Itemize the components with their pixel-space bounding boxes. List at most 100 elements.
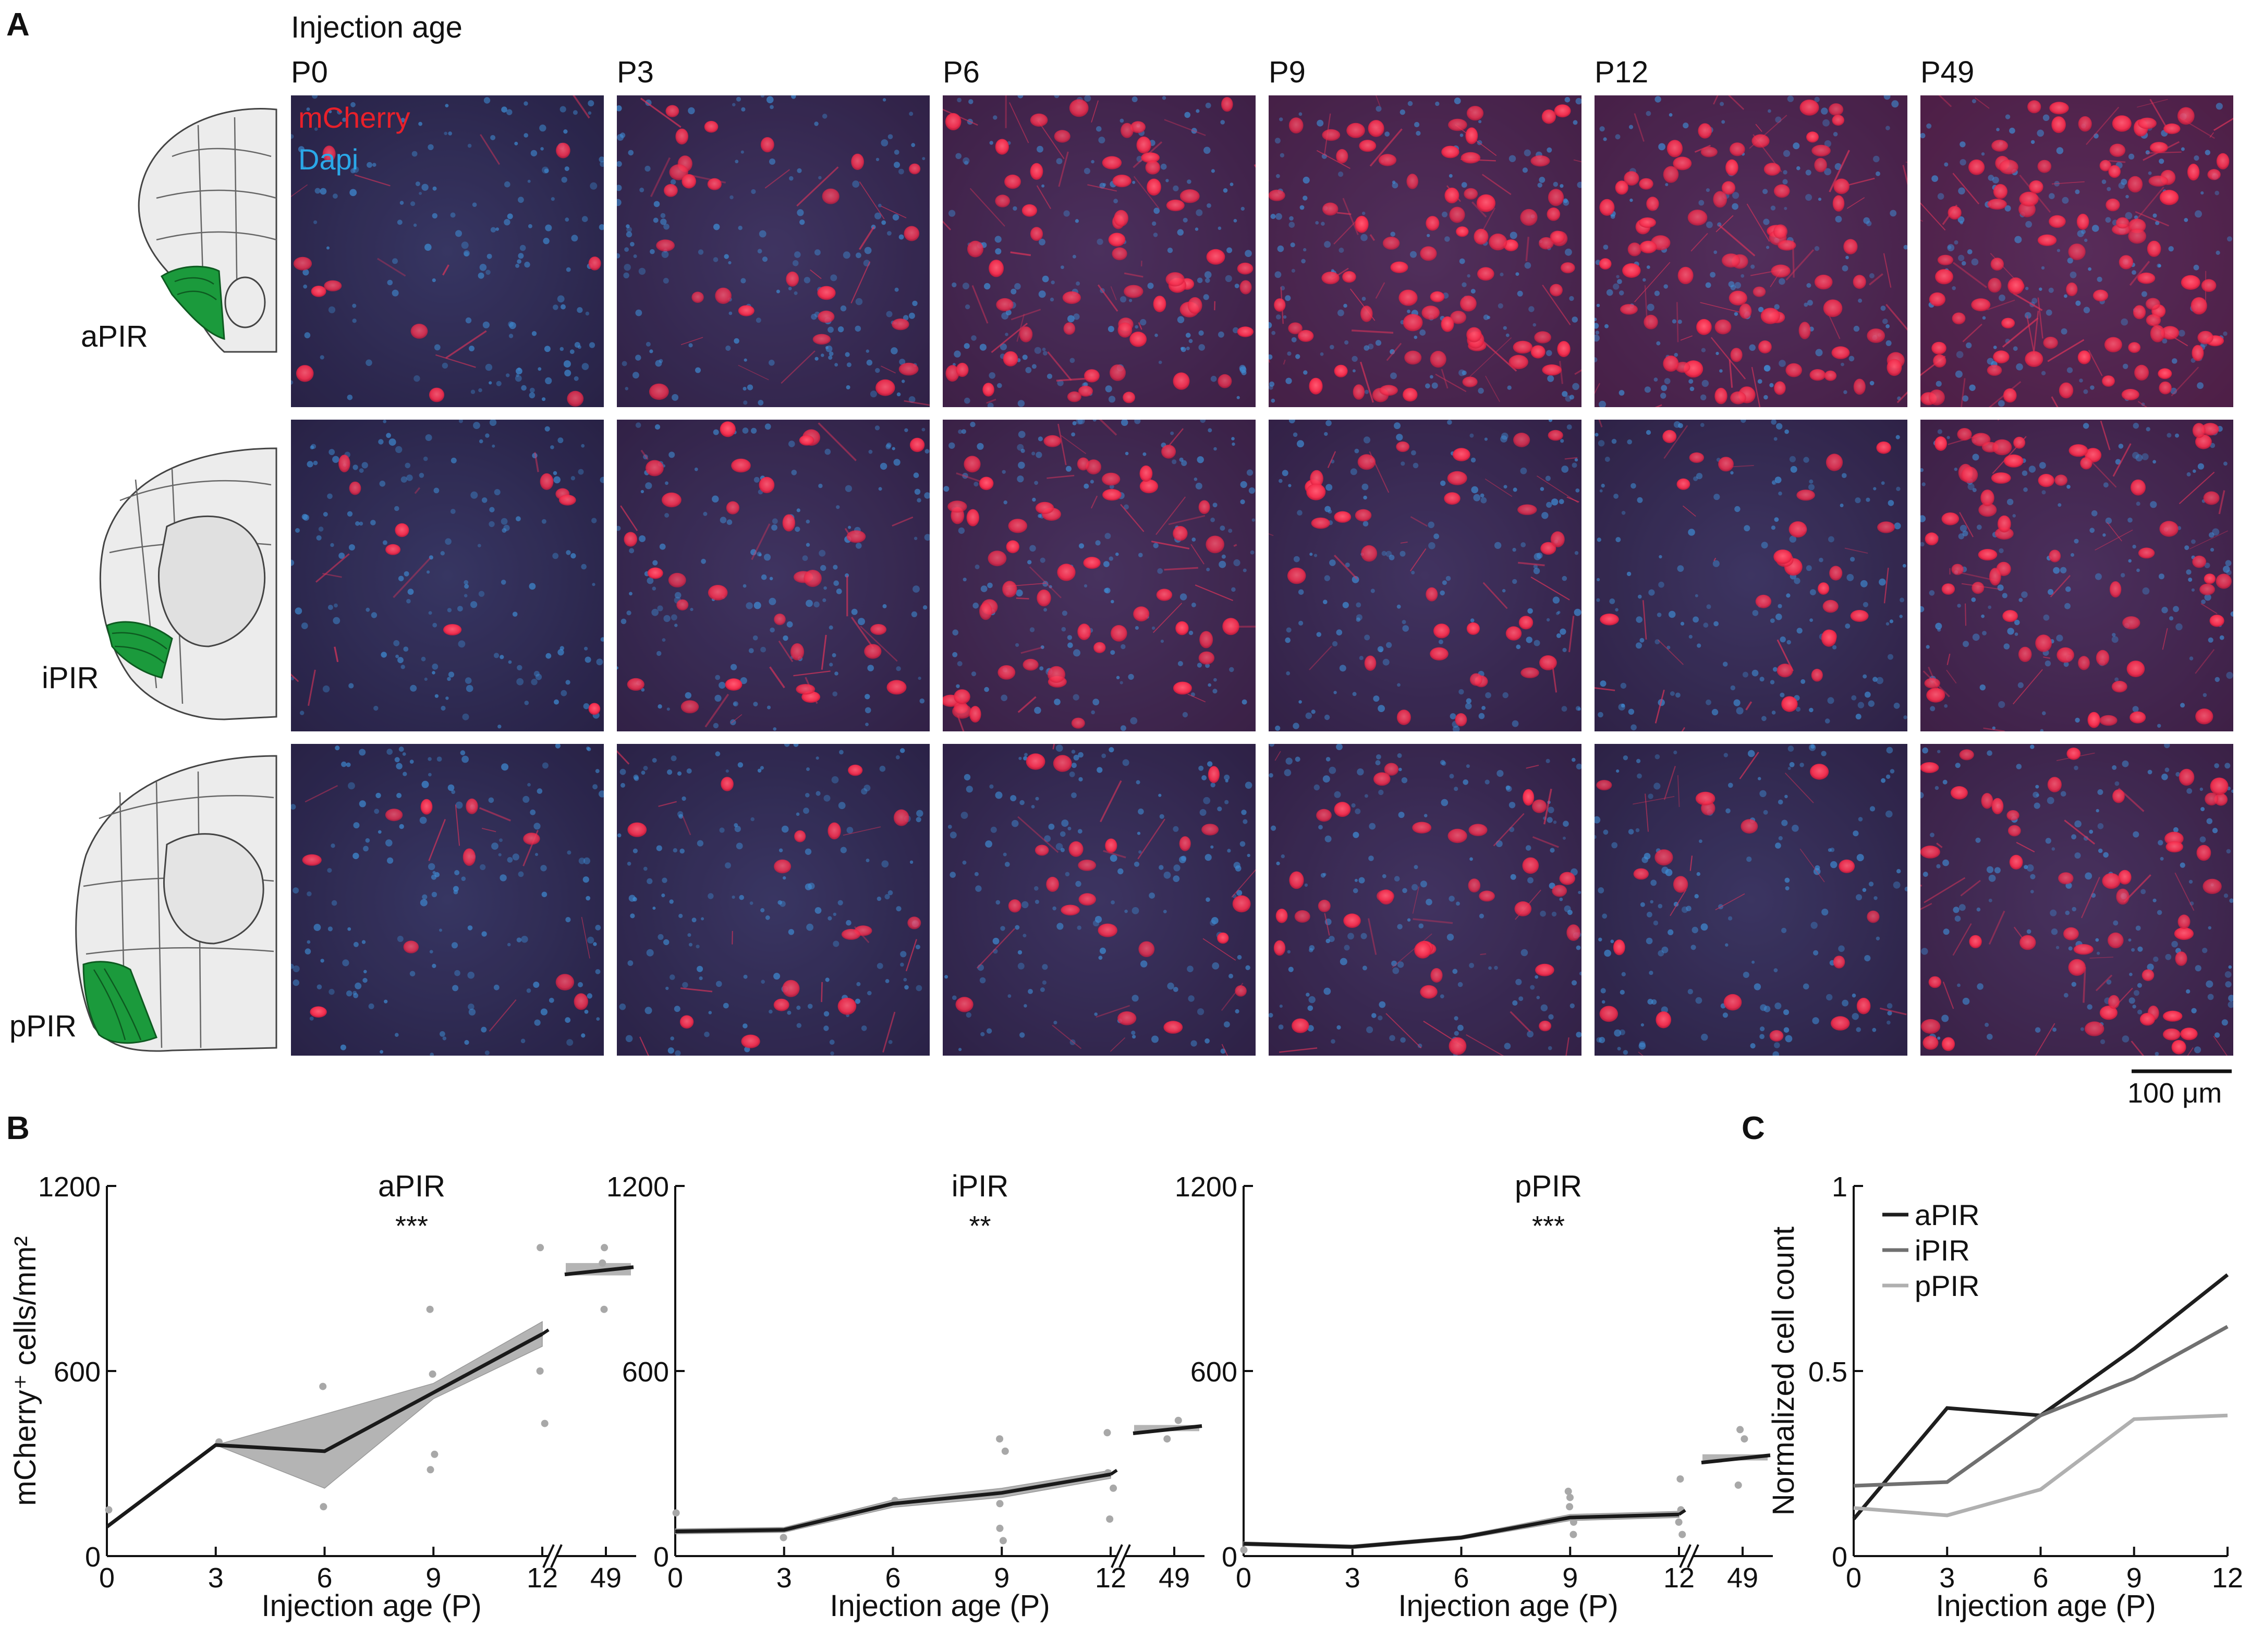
dapi-nucleus (1135, 626, 1139, 630)
dapi-nucleus (1303, 370, 1308, 375)
dapi-nucleus (583, 857, 590, 864)
dapi-nucleus (1206, 568, 1210, 571)
dapi-nucleus (1828, 536, 1834, 543)
dapi-nucleus (1299, 205, 1305, 210)
neurite (1658, 639, 1684, 665)
dapi-nucleus (570, 553, 576, 559)
mcherry-cell (1346, 123, 1365, 138)
dapi-nucleus (453, 889, 458, 895)
dapi-nucleus (1233, 327, 1239, 334)
dapi-nucleus (1885, 340, 1892, 346)
dapi-nucleus (829, 351, 834, 356)
dapi-nucleus (507, 213, 513, 219)
dapi-nucleus (563, 129, 568, 134)
dapi-nucleus (2225, 981, 2232, 988)
dapi-nucleus (2060, 791, 2066, 797)
neurite (481, 827, 496, 833)
dapi-nucleus (1428, 521, 1434, 529)
mcherry-cell (907, 916, 921, 929)
dapi-nucleus (1512, 579, 1517, 584)
dapi-nucleus (1111, 599, 1114, 604)
mcherry-cell (995, 194, 1010, 207)
dapi-nucleus (1845, 255, 1849, 260)
mcherry-cell (1993, 184, 2007, 199)
dapi-nucleus (1323, 987, 1331, 995)
mcherry-cell (1378, 154, 1397, 166)
dapi-nucleus (1401, 777, 1408, 784)
dapi-nucleus (843, 251, 850, 259)
dapi-nucleus (2204, 594, 2211, 601)
dapi-nucleus (2195, 210, 2202, 218)
mcherry-cell (1133, 606, 1150, 622)
neurite (291, 674, 299, 682)
dapi-nucleus (1730, 471, 1734, 475)
dapi-nucleus (1734, 506, 1741, 512)
neurite (1100, 780, 1122, 823)
dapi-nucleus (501, 518, 508, 525)
dapi-nucleus (326, 246, 330, 250)
mcherry-cell (2216, 153, 2230, 169)
mcherry-cell (1978, 503, 1997, 517)
dapi-nucleus (1203, 797, 1211, 804)
dapi-nucleus (1098, 137, 1105, 144)
dapi-nucleus (995, 791, 1003, 799)
mcherry-cell (988, 550, 1007, 567)
dapi-nucleus (1651, 999, 1657, 1005)
dapi-nucleus (1922, 747, 1928, 754)
dapi-nucleus (658, 934, 664, 940)
dapi-nucleus (1769, 383, 1774, 388)
mcherry-cell (1121, 123, 1134, 138)
neurite (2086, 106, 2120, 145)
neurite (658, 801, 677, 807)
dapi-nucleus (2048, 287, 2054, 293)
dapi-nucleus (796, 812, 800, 816)
dapi-nucleus (1545, 475, 1551, 481)
dapi-nucleus (1183, 217, 1188, 223)
mcherry-cell (1456, 226, 1469, 237)
mcherry-cell (1198, 651, 1215, 665)
atlas-ipir: iPIR (42, 447, 277, 720)
dapi-nucleus (866, 349, 870, 353)
panel-label-b: B (6, 1110, 30, 1146)
dapi-nucleus (2043, 614, 2050, 621)
mcherry-cell (1237, 326, 1254, 337)
dapi-nucleus (1574, 608, 1581, 616)
mcherry-cell (1430, 968, 1443, 983)
dapi-nucleus (1835, 216, 1842, 223)
dapi-nucleus (646, 949, 654, 957)
mcherry-cell (1853, 275, 1866, 289)
mcherry-cell (1987, 199, 2007, 210)
dapi-nucleus (397, 936, 404, 942)
dapi-nucleus (1173, 826, 1179, 832)
dapi-nucleus (2158, 264, 2161, 267)
dapi-nucleus (2204, 562, 2210, 568)
neurite (2100, 421, 2111, 450)
mcherry-cell (1559, 872, 1575, 885)
dapi-nucleus (830, 1051, 834, 1056)
dapi-nucleus (894, 287, 899, 292)
dapi-nucleus (628, 150, 634, 156)
dapi-nucleus (1109, 747, 1114, 753)
dapi-nucleus (1235, 865, 1242, 872)
dapi-nucleus (477, 544, 481, 547)
dapi-nucleus (1749, 344, 1756, 351)
dapi-nucleus (1692, 926, 1698, 934)
dapi-nucleus (1827, 697, 1834, 704)
dapi-nucleus (641, 770, 646, 775)
dapi-nucleus (542, 762, 549, 769)
dapi-nucleus (1944, 162, 1949, 167)
dapi-nucleus (1536, 553, 1543, 559)
mcherry-cell (1639, 178, 1653, 190)
mcherry-cell (1549, 284, 1563, 297)
mcherry-cell (1373, 772, 1391, 786)
dapi-nucleus (1533, 564, 1538, 569)
dapi-nucleus (2004, 205, 2011, 212)
neurite (1690, 232, 1708, 252)
dapi-nucleus (448, 671, 455, 678)
dapi-nucleus (291, 134, 294, 139)
dapi-nucleus (1561, 466, 1569, 473)
dapi-nucleus (980, 585, 988, 592)
dapi-nucleus (559, 646, 565, 651)
neurite (1634, 262, 1671, 302)
